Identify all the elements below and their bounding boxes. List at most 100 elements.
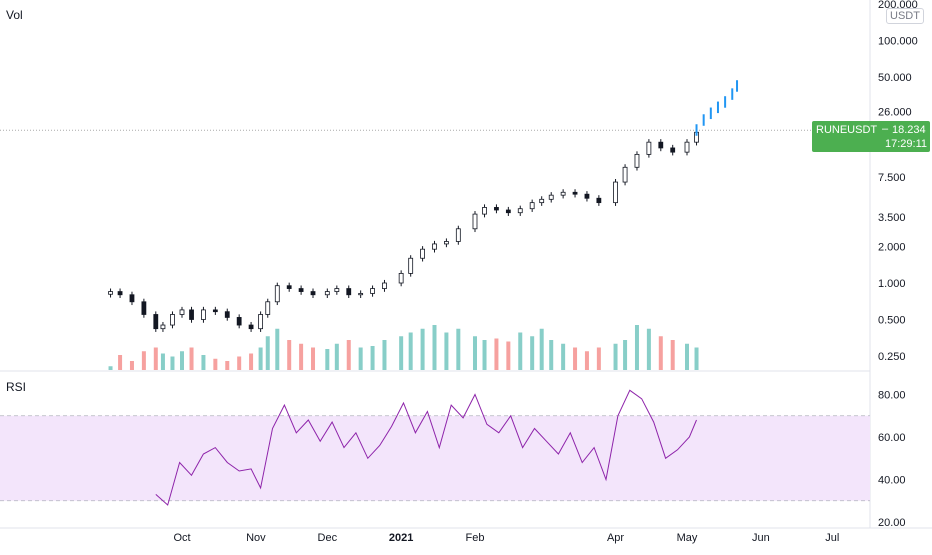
volume-bar (275, 328, 280, 370)
volume-bar (334, 343, 339, 370)
candle-body (129, 294, 135, 303)
price-axis-tick: 50.000 (878, 72, 912, 84)
volume-bar (213, 358, 218, 370)
price-axis-tick: 0.500 (878, 315, 906, 327)
last-price-symbol: RUNEUSDT (816, 124, 878, 136)
rsi-band (0, 415, 870, 501)
volume-bar (129, 361, 134, 370)
last-price-tag: RUNEUSDT – 18.234 17:29:11 (812, 121, 930, 152)
price-axis-tick: 3.500 (878, 212, 906, 224)
candle-body (398, 272, 404, 284)
candle-body (310, 291, 316, 296)
price-axis-tick: 26.000 (878, 106, 912, 118)
time-axis-tick: May (677, 532, 698, 544)
candle-body (258, 314, 264, 330)
candle-body (286, 285, 292, 289)
candle-body (444, 241, 449, 245)
candle-body (584, 193, 590, 199)
price-axis-tick: 7.500 (878, 172, 906, 184)
candle-body (408, 257, 414, 274)
candle-body (189, 309, 194, 320)
candle-body (646, 141, 652, 155)
volume-bar (358, 347, 363, 370)
candle-body (201, 309, 206, 320)
volume-bar (108, 366, 113, 370)
volume-bar (494, 338, 499, 370)
volume-bar (370, 346, 375, 370)
volume-bar (382, 340, 387, 370)
volume-bar (420, 328, 425, 370)
volume-bar (456, 328, 461, 370)
time-axis-tick: Jul (825, 532, 839, 544)
volume-bar (444, 332, 449, 370)
volume-bar (399, 336, 404, 370)
volume-bar (189, 347, 194, 370)
volume-bar (506, 341, 511, 370)
candle-body (613, 181, 618, 204)
rsi-axis-tick: 40.00 (878, 475, 906, 487)
volume-bar (249, 353, 254, 370)
candle-body (670, 147, 676, 153)
candle-body (622, 166, 628, 183)
volume-bar (346, 340, 351, 370)
candle-body (334, 288, 340, 292)
volume-bar (584, 351, 589, 370)
rsi-line (155, 389, 697, 506)
rsi-axis-tick: 20.00 (878, 517, 906, 529)
volume-bar (694, 347, 699, 370)
price-axis-tick: 1.000 (878, 278, 906, 290)
volume-bar (153, 347, 158, 370)
candle-body (224, 311, 230, 318)
candle-body (212, 309, 218, 313)
candle-body (472, 213, 478, 230)
volume-bar (258, 347, 263, 370)
volume-bar (225, 361, 230, 370)
candle-body (596, 197, 602, 204)
candle-body (382, 282, 387, 289)
candle-body (560, 191, 566, 196)
price-axis-tick: 2.000 (878, 242, 906, 254)
time-axis-tick: Nov (246, 532, 266, 544)
candle-body (572, 191, 578, 195)
volume-bar (325, 349, 330, 370)
candle-body (170, 314, 175, 326)
volume-bar (518, 332, 523, 370)
candle-body (160, 324, 166, 330)
volume-bar (596, 347, 601, 370)
candle-body (482, 207, 487, 215)
volume-bar (299, 343, 304, 370)
volume-bar (482, 340, 487, 370)
time-axis-tick: Oct (173, 532, 190, 544)
volume-bar (573, 347, 578, 370)
candle-body (141, 301, 147, 315)
candle-body (346, 288, 352, 296)
candle-body (420, 248, 425, 259)
candle-body (494, 207, 499, 211)
rsi-indicator-label: RSI (6, 380, 27, 394)
volume-bar (408, 332, 413, 370)
candle-body (324, 291, 330, 296)
volume-bar (201, 355, 206, 370)
volume-bar (634, 325, 639, 370)
volume-bar (432, 325, 437, 370)
candle-body (505, 209, 511, 214)
last-price-value: 18.234 (892, 124, 926, 136)
time-axis-tick: Feb (466, 532, 485, 544)
currency-badge[interactable]: USDT (886, 8, 924, 24)
volume-bar (472, 336, 477, 370)
candle-body (684, 141, 690, 153)
rsi-axis-tick: 80.00 (878, 390, 906, 402)
candle-body (265, 301, 271, 315)
candle-body (153, 314, 159, 330)
candle-body (658, 141, 664, 149)
time-axis-tick: 2021 (389, 532, 413, 544)
candle-body (539, 198, 545, 204)
price-axis-tick: 200.000 (878, 0, 918, 11)
candle-body (548, 194, 554, 200)
volume-bar (141, 351, 146, 370)
volume-bar (170, 356, 175, 370)
price-axis-tick: 100.000 (878, 35, 918, 47)
price-axis-tick: 0.250 (878, 351, 906, 363)
